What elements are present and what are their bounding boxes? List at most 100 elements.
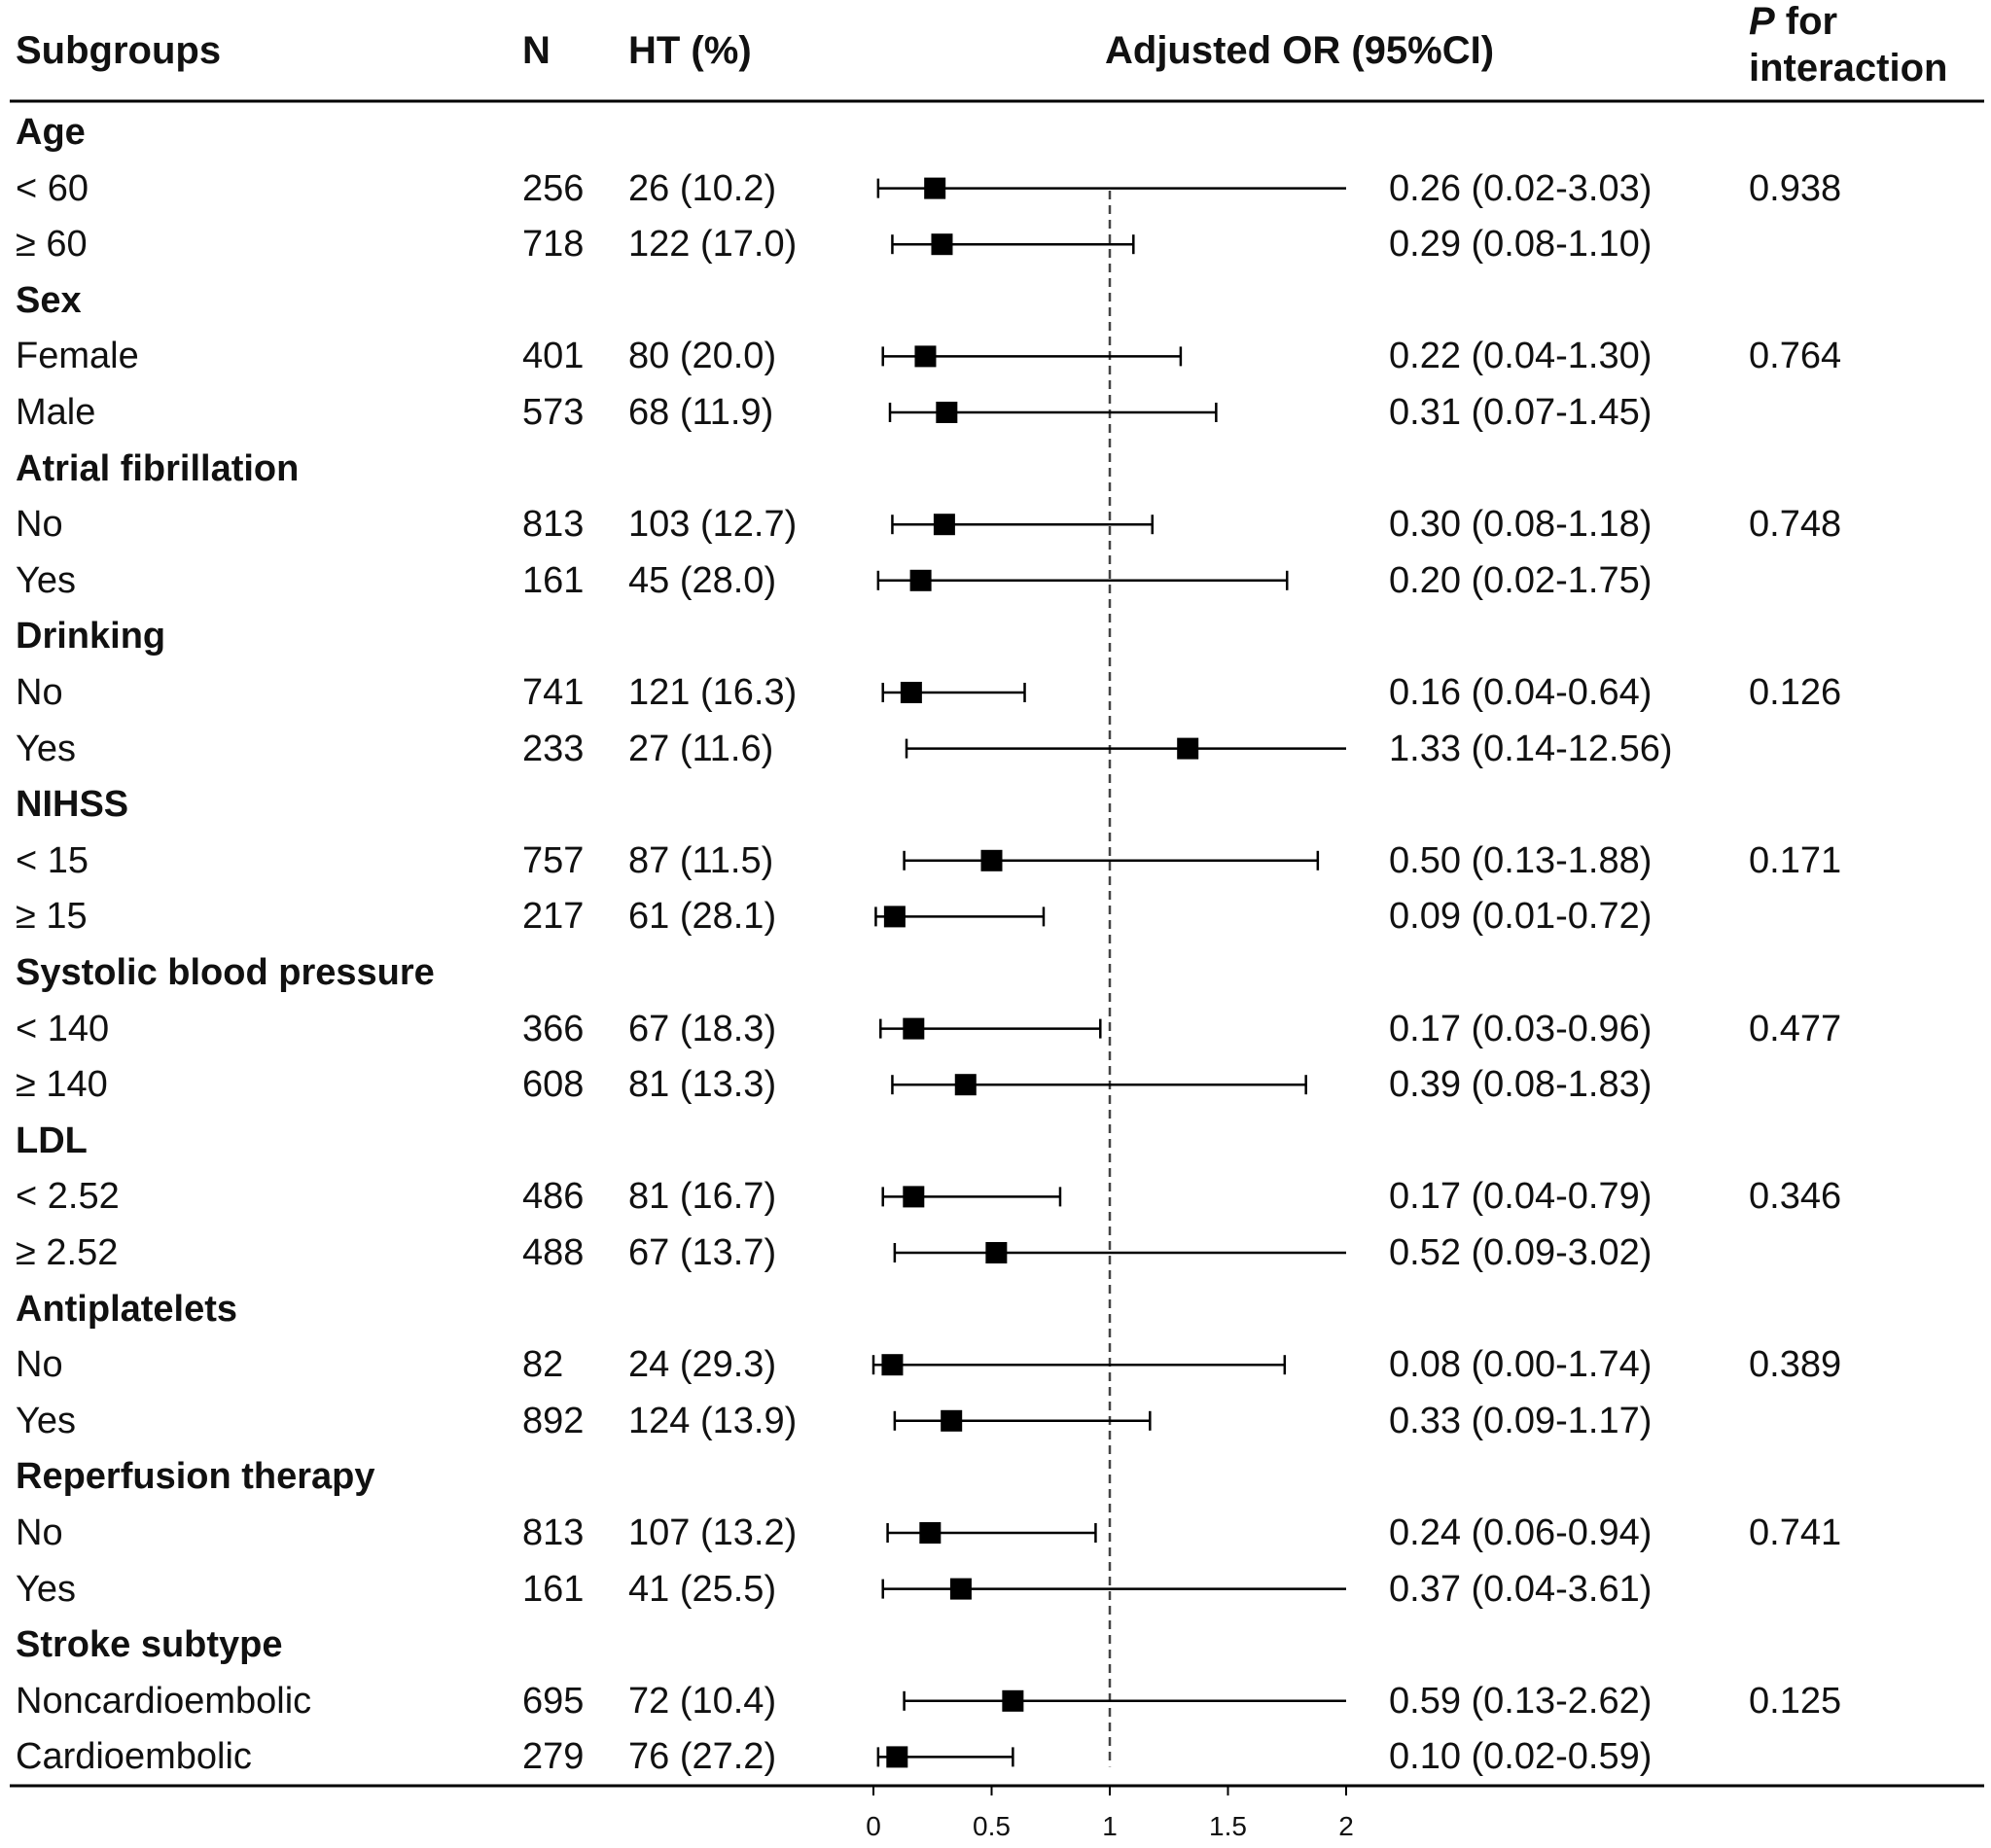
- p-interaction-value: 0.477: [1749, 1008, 1842, 1049]
- subgroup-label: No: [16, 1344, 63, 1386]
- or-ci-value: 0.17 (0.03-0.96): [1389, 1008, 1653, 1049]
- or-ci-value: 0.29 (0.08-1.10): [1389, 224, 1653, 266]
- ht-value: 107 (13.2): [628, 1512, 798, 1553]
- or-point-marker: [919, 1522, 942, 1544]
- subgroup-label: Male: [16, 392, 96, 433]
- or-point-marker: [914, 345, 937, 368]
- subgroup-label: Noncardioembolic: [16, 1680, 312, 1722]
- or-point-marker: [1177, 737, 1199, 760]
- ht-value: 67 (13.7): [628, 1232, 777, 1273]
- subgroup-label: Female: [16, 336, 139, 377]
- subgroup-label: ≥ 2.52: [16, 1232, 119, 1273]
- subgroup-label: ≥ 60: [16, 224, 88, 266]
- or-ci-value: 0.33 (0.09-1.17): [1389, 1400, 1653, 1441]
- or-ci-value: 0.22 (0.04-1.30): [1389, 336, 1653, 377]
- subgroup-heading: Drinking: [16, 616, 166, 657]
- n-value: 279: [522, 1736, 585, 1778]
- header-p-for: for: [1774, 0, 1838, 43]
- subgroup-label: No: [16, 672, 63, 713]
- or-point-marker: [903, 1017, 925, 1040]
- subgroup-heading: Stroke subtype: [16, 1624, 283, 1666]
- n-value: 608: [522, 1064, 585, 1106]
- ht-value: 87 (11.5): [628, 839, 774, 881]
- subgroup-label: No: [16, 504, 63, 546]
- or-point-marker: [941, 1409, 963, 1432]
- n-value: 161: [522, 1568, 585, 1610]
- subgroup-label: < 60: [16, 167, 89, 209]
- p-interaction-value: 0.126: [1749, 672, 1842, 713]
- ht-value: 45 (28.0): [628, 559, 777, 601]
- x-tick-label: 0.5: [973, 1811, 1011, 1841]
- or-point-marker: [949, 1578, 972, 1600]
- or-point-marker: [924, 177, 946, 199]
- p-interaction-value: 0.125: [1749, 1680, 1842, 1722]
- ht-value: 124 (13.9): [628, 1400, 798, 1441]
- p-interaction-value: 0.346: [1749, 1176, 1842, 1218]
- ht-value: 24 (29.3): [628, 1344, 777, 1386]
- or-point-marker: [903, 1186, 925, 1208]
- header-p-interaction: P for interaction: [1749, 0, 1947, 91]
- subgroup-heading: Systolic blood pressure: [16, 952, 435, 993]
- n-value: 757: [522, 839, 585, 881]
- p-interaction-value: 0.748: [1749, 504, 1842, 546]
- header-or: Adjusted OR (95%CI): [1105, 29, 1495, 72]
- subgroup-heading: NIHSS: [16, 784, 129, 826]
- or-point-marker: [909, 569, 932, 591]
- or-point-marker: [1002, 1689, 1024, 1712]
- ht-value: 81 (13.3): [628, 1064, 777, 1106]
- or-ci-value: 0.26 (0.02-3.03): [1389, 167, 1653, 209]
- or-point-marker: [881, 1354, 904, 1376]
- n-value: 233: [522, 728, 585, 769]
- p-interaction-value: 0.938: [1749, 167, 1842, 209]
- subgroup-heading: Atrial fibrillation: [16, 447, 300, 489]
- or-ci-value: 0.39 (0.08-1.83): [1389, 1064, 1653, 1106]
- ht-value: 41 (25.5): [628, 1568, 777, 1610]
- or-point-marker: [933, 514, 955, 536]
- or-ci-value: 0.59 (0.13-2.62): [1389, 1680, 1653, 1722]
- subgroup-label: Yes: [16, 1400, 76, 1441]
- or-ci-value: 1.33 (0.14-12.56): [1389, 728, 1673, 769]
- ht-value: 61 (28.1): [628, 896, 777, 938]
- subgroup-label: No: [16, 1512, 63, 1553]
- n-value: 892: [522, 1400, 585, 1441]
- or-ci-value: 0.08 (0.00-1.74): [1389, 1344, 1653, 1386]
- or-ci-value: 0.37 (0.04-3.61): [1389, 1568, 1653, 1610]
- or-ci-value: 0.17 (0.04-0.79): [1389, 1176, 1653, 1218]
- header-ht: HT (%): [628, 29, 752, 72]
- or-ci-value: 0.20 (0.02-1.75): [1389, 559, 1653, 601]
- n-value: 718: [522, 224, 585, 266]
- n-value: 217: [522, 896, 585, 938]
- p-interaction-value: 0.741: [1749, 1512, 1842, 1553]
- subgroup-label: Yes: [16, 1568, 76, 1610]
- or-point-marker: [900, 682, 922, 703]
- ht-value: 81 (16.7): [628, 1176, 777, 1218]
- ht-value: 122 (17.0): [628, 224, 798, 266]
- n-value: 366: [522, 1008, 585, 1049]
- n-value: 82: [522, 1344, 564, 1386]
- n-value: 813: [522, 504, 585, 546]
- ht-value: 121 (16.3): [628, 672, 798, 713]
- or-ci-value: 0.24 (0.06-0.94): [1389, 1512, 1653, 1553]
- n-value: 401: [522, 336, 585, 377]
- subgroup-label: Cardioembolic: [16, 1736, 252, 1778]
- subgroup-heading: Sex: [16, 279, 82, 321]
- p-interaction-value: 0.389: [1749, 1344, 1842, 1386]
- or-point-marker: [985, 1242, 1008, 1263]
- or-ci-value: 0.50 (0.13-1.88): [1389, 839, 1653, 881]
- or-point-marker: [936, 402, 958, 423]
- or-point-marker: [954, 1074, 977, 1096]
- n-value: 741: [522, 672, 585, 713]
- subgroup-label: < 140: [16, 1008, 110, 1049]
- n-value: 813: [522, 1512, 585, 1553]
- header-subgroups: Subgroups: [16, 29, 222, 72]
- subgroup-label: Yes: [16, 728, 76, 769]
- subgroup-heading: Reperfusion therapy: [16, 1456, 375, 1498]
- or-point-marker: [886, 1746, 908, 1768]
- subgroup-label: ≥ 140: [16, 1064, 108, 1106]
- n-value: 488: [522, 1232, 585, 1273]
- or-point-marker: [980, 849, 1003, 871]
- p-interaction-value: 0.171: [1749, 839, 1842, 881]
- ht-value: 80 (20.0): [628, 336, 777, 377]
- n-value: 161: [522, 559, 585, 601]
